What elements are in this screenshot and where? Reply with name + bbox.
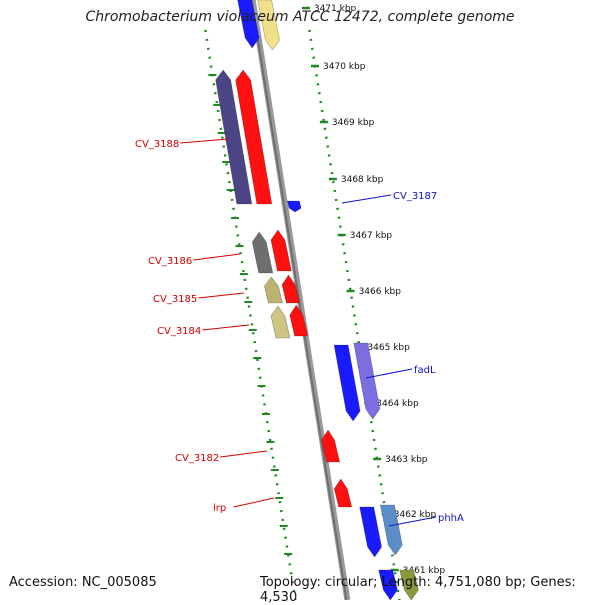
gene-glyph-g-3185b bbox=[281, 274, 300, 304]
kbp-tick-label-4: 3467 kbp bbox=[350, 231, 393, 241]
kbp-tick-label-9: 3462 kbp bbox=[394, 510, 437, 520]
outer-boundary-dots bbox=[308, 29, 401, 600]
kbp-tick-label-2: 3469 kbp bbox=[332, 118, 375, 128]
gene-label-g-3182: CV_3182 bbox=[175, 453, 219, 464]
gene-glyph-g-top-b bbox=[257, 0, 280, 51]
gene-label-g-3184b: CV_3184 bbox=[157, 326, 201, 337]
gene-glyph-g-bot-a bbox=[378, 569, 398, 600]
gene-glyph-g-fadL-b bbox=[353, 342, 381, 420]
gene-glyph-g-3182 bbox=[321, 429, 340, 463]
gene-glyph-g-3184a bbox=[270, 305, 291, 339]
gene-label-g-3186b: CV_3186 bbox=[148, 256, 192, 267]
leader-line-g-3187 bbox=[341, 194, 392, 204]
accession-label: Accession: NC_005085 bbox=[9, 575, 157, 590]
backbone-line-core bbox=[250, 0, 348, 600]
kbp-tick-label-5: 3466 kbp bbox=[359, 287, 402, 297]
gene-label-g-3188b: CV_3188 bbox=[135, 139, 179, 150]
gene-glyph-g-top-a bbox=[237, 0, 260, 49]
leader-line-g-lrp bbox=[233, 497, 275, 508]
leader-line-g-fadL-a bbox=[365, 368, 413, 379]
topology-label: Topology: circular; Length: 4,751,080 bp… bbox=[260, 575, 576, 605]
kbp-tick-label-1: 3470 kbp bbox=[323, 62, 366, 72]
gene-glyph-g-3184b bbox=[289, 304, 309, 337]
gene-glyph-g-lrp bbox=[333, 478, 353, 508]
map-title: Chromobacterium violaceum ATCC 12472, co… bbox=[85, 9, 515, 25]
kbp-tick-label-6: 3465 kbp bbox=[367, 343, 410, 353]
leader-line-g-3186b bbox=[193, 253, 241, 261]
gene-label-g-fadL-a: fadL bbox=[414, 365, 436, 376]
gene-glyph-g-3188a bbox=[215, 69, 253, 205]
kbp-tick-label-10: 3461 kbp bbox=[403, 566, 446, 576]
gene-label-g-phhA-a: phhA bbox=[438, 513, 464, 524]
leader-line-g-3185b bbox=[198, 292, 245, 299]
leader-line-g-phhA-a bbox=[388, 516, 437, 527]
gene-label-g-lrp: lrp bbox=[213, 503, 226, 514]
leader-line-g-3182 bbox=[220, 450, 268, 458]
kbp-tick-label-8: 3463 kbp bbox=[385, 455, 428, 465]
gene-glyph-g-phhA-b bbox=[380, 504, 403, 556]
leader-line-g-3184b bbox=[202, 324, 250, 331]
gene-label-g-3187: CV_3187 bbox=[393, 191, 437, 202]
gene-glyph-g-fadL-a bbox=[333, 344, 361, 422]
gene-glyph-g-3186a bbox=[251, 231, 274, 274]
gene-glyph-g-3188b bbox=[235, 69, 273, 205]
kbp-tick-label-0: 3471 kbp bbox=[314, 4, 357, 14]
gene-glyph-g-3187 bbox=[286, 200, 302, 213]
gene-label-g-3185b: CV_3185 bbox=[153, 294, 197, 305]
inner-boundary-dots bbox=[204, 29, 297, 600]
kbp-tick-label-7: 3464 kbp bbox=[376, 399, 419, 409]
leader-line-g-3188b bbox=[180, 138, 229, 144]
gene-glyph-g-3186b bbox=[270, 229, 292, 272]
gene-glyph-g-phhA-a bbox=[359, 506, 382, 558]
gene-glyph-g-bot-b bbox=[399, 569, 419, 600]
gene-glyph-g-3185a bbox=[264, 276, 283, 304]
kbp-tick-label-3: 3468 kbp bbox=[341, 175, 384, 185]
